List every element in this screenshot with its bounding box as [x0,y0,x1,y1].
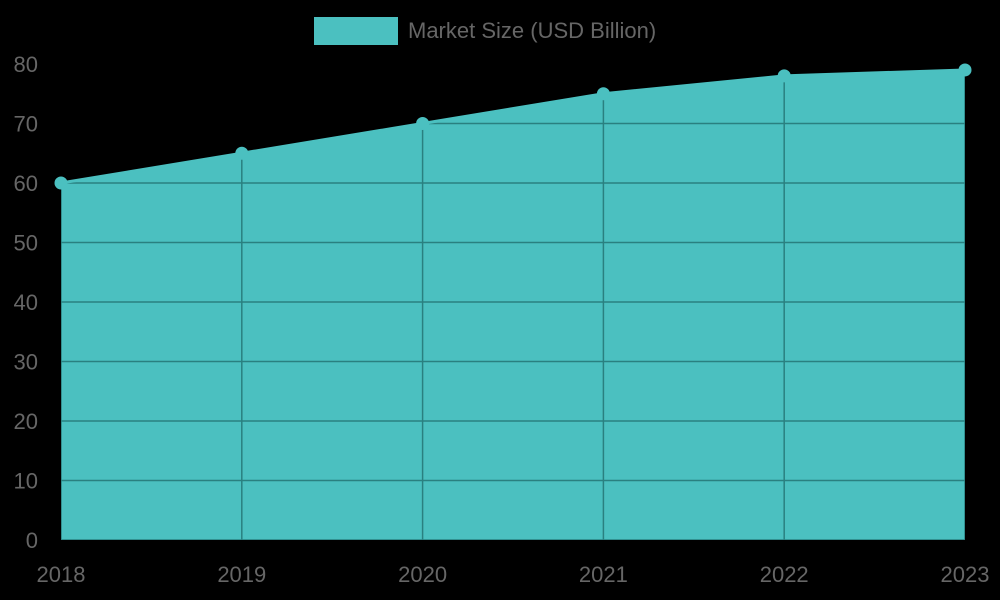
y-tick-label: 40 [14,290,38,315]
data-point[interactable] [235,146,249,160]
x-tick-label: 2022 [760,562,809,587]
data-point[interactable] [777,69,791,83]
data-point[interactable] [416,117,430,130]
data-point[interactable] [54,176,68,190]
x-tick-label: 2019 [217,562,266,587]
x-tick-label: 2018 [37,562,86,587]
y-tick-label: 60 [14,171,38,196]
gridlines [61,69,965,540]
y-tick-label: 30 [14,350,38,375]
legend[interactable]: Market Size (USD Billion) [314,17,656,45]
x-tick-label: 2020 [398,562,447,587]
y-tick-label: 70 [14,112,38,137]
y-tick-label: 80 [14,52,38,77]
legend-swatch [314,17,398,45]
data-point[interactable] [596,87,610,101]
y-tick-label: 10 [14,469,38,494]
x-tick-label: 2023 [941,562,990,587]
area-fill [61,69,965,540]
legend-label: Market Size (USD Billion) [408,18,657,43]
data-point[interactable] [958,63,972,77]
x-tick-label: 2021 [579,562,628,587]
y-tick-label: 20 [14,409,38,434]
series-line [60,68,966,185]
y-tick-label: 0 [26,528,38,553]
y-tick-label: 50 [14,231,38,256]
